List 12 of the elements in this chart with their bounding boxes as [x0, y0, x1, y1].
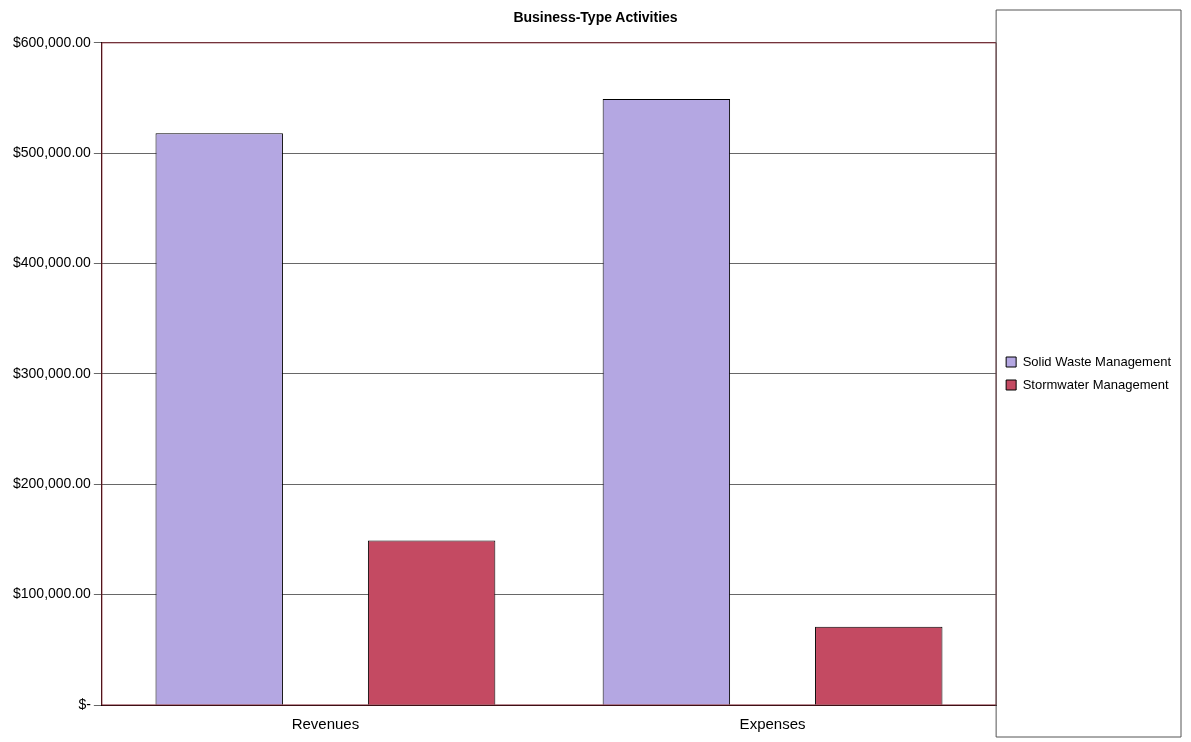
y-tick-label: $500,000.00	[13, 144, 92, 161]
y-tick-label: $400,000.00	[13, 254, 92, 271]
x-tick-label: Revenues	[291, 715, 360, 733]
y-tick-label: $-	[78, 695, 92, 712]
y-tick-label: $600,000.00	[13, 33, 92, 50]
y-tick-label: $300,000.00	[13, 364, 92, 381]
y-tick-label: $100,000.00	[13, 585, 92, 602]
legend-label: Solid Waste Management	[1022, 353, 1172, 369]
y-tick-label: $200,000.00	[13, 475, 92, 492]
chart-title: Business-Type Activities	[513, 9, 678, 26]
x-tick-label: Expenses	[739, 715, 806, 733]
legend-label: Stormwater Management	[1022, 376, 1169, 392]
